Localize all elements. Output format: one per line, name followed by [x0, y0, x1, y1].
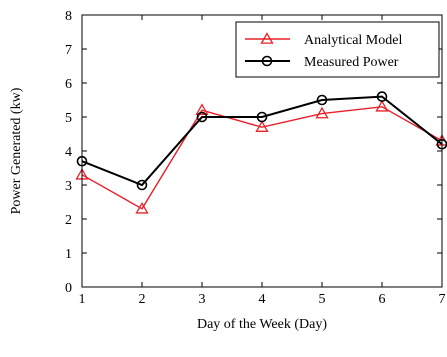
x-tick-label: 4	[259, 292, 266, 307]
circle-marker-icon	[261, 55, 273, 67]
series-layer	[75, 91, 447, 214]
legend: Analytical Model Measured Power	[235, 21, 440, 78]
x-tick-labels: 1 2 3 4 5 6 7	[79, 292, 446, 307]
y-axis-title: Power Generated (kw)	[9, 87, 24, 214]
data-point	[256, 111, 268, 123]
data-point	[376, 91, 388, 102]
legend-label: Analytical Model	[304, 33, 402, 48]
data-point	[135, 201, 149, 214]
x-axis-title: Day of the Week (Day)	[197, 317, 327, 332]
series-line	[81, 95, 443, 187]
legend-label: Measured Power	[304, 55, 399, 70]
data-point	[316, 94, 328, 106]
y-tick-label: 4	[65, 145, 72, 160]
y-tick-label: 6	[65, 77, 72, 92]
y-tick-labels: 0 1 2 3 4 5 6 7 8	[65, 9, 72, 296]
series-line	[81, 106, 443, 210]
x-tick-label: 5	[319, 292, 326, 307]
x-tick-label: 1	[79, 292, 86, 307]
triangle-marker-icon	[260, 32, 274, 44]
data-point	[315, 106, 329, 119]
plot-frame	[81, 14, 443, 288]
x-tick-label: 3	[199, 292, 206, 307]
data-point	[195, 103, 209, 115]
y-tick-label: 2	[65, 213, 72, 228]
data-point	[196, 111, 208, 123]
y-tick-label: 0	[65, 281, 72, 296]
x-tick-label: 7	[439, 292, 446, 307]
x-tick-label: 6	[379, 292, 386, 307]
data-point	[255, 120, 269, 132]
legend-entry: Analytical Model	[245, 32, 402, 48]
legend-entry: Measured Power	[245, 55, 399, 70]
legend-box	[235, 21, 440, 78]
series-analytical-model	[75, 99, 447, 214]
data-point	[136, 179, 148, 191]
data-point	[375, 99, 389, 112]
y-tick-label: 3	[65, 179, 72, 194]
y-tick-label: 8	[65, 9, 72, 24]
x-tick-label: 2	[139, 292, 146, 307]
y-tick-label: 1	[65, 247, 72, 262]
y-tick-label: 7	[65, 43, 72, 58]
y-tick-label: 5	[65, 111, 72, 126]
series-measured-power	[76, 91, 447, 191]
